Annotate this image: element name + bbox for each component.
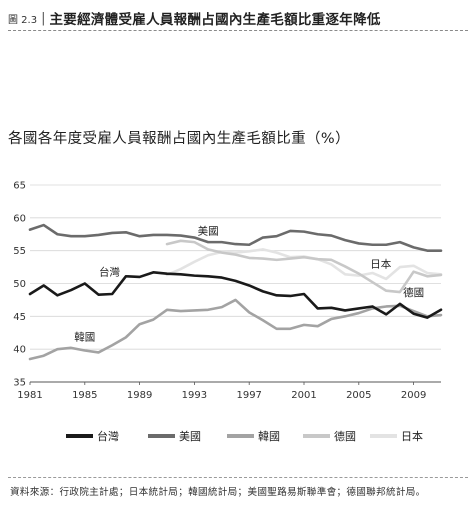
series-line-3 [28,298,443,361]
y-tick-label: 50 [13,279,26,290]
line-chart: 35 40 45 50 55 60 65 1981 1985 1989 1993 1997 2001 20… [13,181,443,443]
y-tick-label: 55 [13,246,26,257]
chart-title: 各國各年度受雇人員報酬占國內生產毛額比重（%） [8,131,350,147]
series-line-5 [165,248,443,281]
source-note: 資料來源：行政院主計處；日本統計局；韓國統計局；美國聖路易斯聯準會；德國聯邦統計… [10,487,426,498]
x-tick-label: 1993 [182,390,207,401]
series-label-3: 韓國 [74,332,95,344]
axis-layer: 35 40 45 50 55 60 65 1981 1985 1989 1993 1997 2001 20… [13,181,441,401]
series-line-2 [28,223,443,252]
source-divider [8,477,468,478]
legend-label-4: 德國 [334,429,356,443]
y-tick-label: 45 [13,312,26,323]
figure-separator: | [41,10,46,26]
legend: 台灣 美國 韓國 德國 日本 [66,429,423,443]
figure-number: 圖 2.3 [8,14,38,26]
series-label-1: 台灣 [99,266,120,279]
x-tick-label: 1985 [72,390,97,401]
x-tick-label: 1997 [236,390,261,401]
series-line-4 [165,239,443,294]
y-tick-label: 65 [13,181,26,192]
x-tick-label: 1981 [17,390,42,401]
x-tick-label: 1989 [127,390,152,401]
legend-label-5: 日本 [401,429,423,443]
figure-header: 圖 2.3 | 主要經濟體受雇人員報酬占國內生產毛額比重逐年降低 [8,6,468,31]
figure-title: 主要經濟體受雇人員報酬占國內生產毛額比重逐年降低 [49,12,381,28]
x-tick-label: 2005 [346,390,371,401]
series-label-2: 美國 [198,224,219,237]
legend-label-2: 美國 [179,430,201,443]
legend-label-3: 韓國 [258,430,280,443]
legend-label-1: 台灣 [97,429,119,443]
series-layer [28,223,443,361]
y-tick-label: 60 [13,213,26,224]
y-tick-label: 40 [13,345,26,356]
series-label-4: 德國 [403,286,424,299]
y-tick-label: 35 [13,378,26,389]
series-line-1 [28,271,443,319]
x-tick-label: 2001 [291,390,316,401]
series-label-5: 日本 [370,258,391,271]
x-tick-label: 2009 [401,390,426,401]
